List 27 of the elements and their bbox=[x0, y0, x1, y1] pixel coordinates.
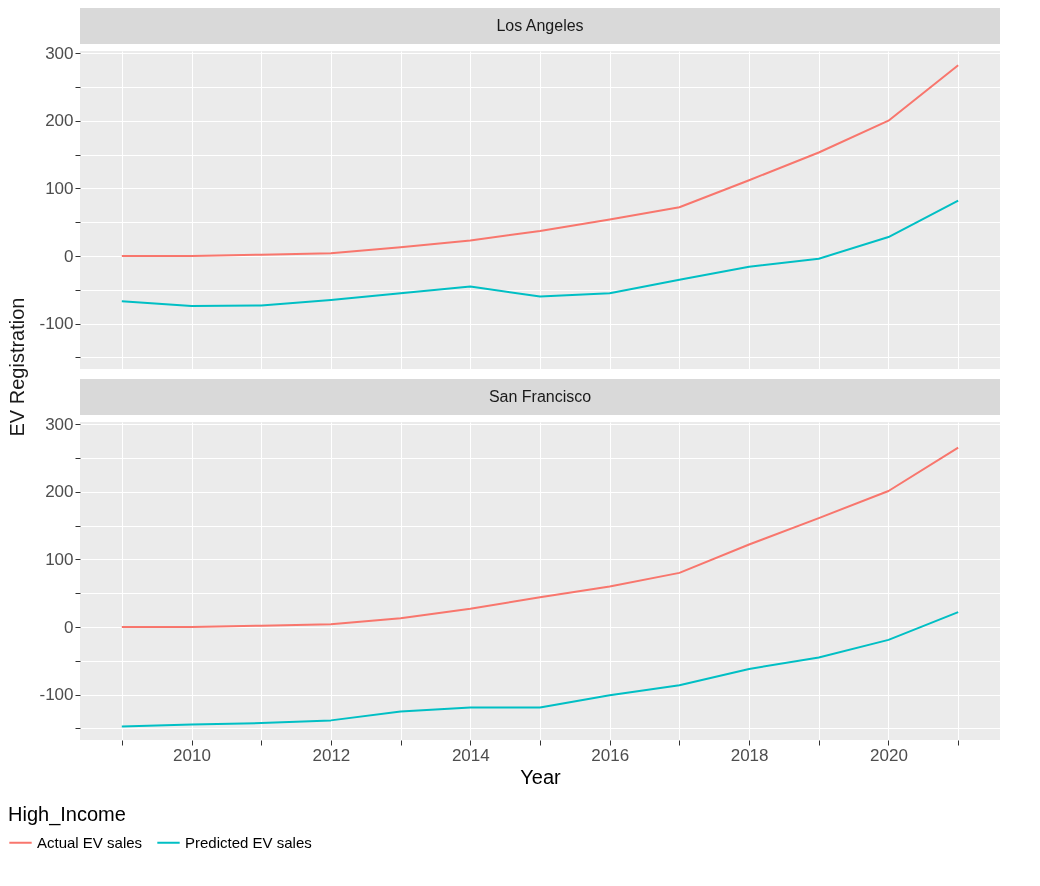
x-tick-label: 2020 bbox=[870, 745, 908, 765]
legend-title: High_Income bbox=[8, 803, 126, 826]
y-axis-title: EV Registration bbox=[6, 297, 28, 437]
line-series bbox=[120, 446, 960, 629]
y-tick-label: 200 bbox=[45, 482, 74, 502]
y-tick-label: -100 bbox=[39, 685, 74, 705]
x-axis-title: Year bbox=[520, 765, 562, 788]
x-tick-label: 2018 bbox=[730, 745, 769, 765]
y-tick-label: 300 bbox=[45, 414, 74, 434]
x-tick-label: 2016 bbox=[591, 745, 630, 765]
line-series bbox=[120, 611, 960, 728]
legend-label: Predicted EV sales bbox=[185, 833, 312, 851]
x-tick-label: 2010 bbox=[173, 745, 211, 765]
line-series bbox=[120, 199, 960, 308]
y-tick-label: 0 bbox=[64, 617, 74, 637]
legend-label: Actual EV sales bbox=[37, 833, 143, 851]
y-tick-label: 0 bbox=[64, 246, 74, 266]
y-tick-label: 100 bbox=[45, 178, 74, 198]
y-tick-label: 200 bbox=[45, 111, 74, 131]
line-series bbox=[120, 64, 960, 258]
chart-title: San Francisco bbox=[488, 388, 592, 405]
y-tick-label: 100 bbox=[45, 549, 74, 569]
x-tick-label: 2014 bbox=[451, 745, 490, 765]
y-tick-label: 300 bbox=[45, 43, 74, 63]
chart-title: Los Angeles bbox=[496, 17, 584, 34]
y-tick-label: -100 bbox=[39, 314, 74, 334]
x-tick-label: 2012 bbox=[312, 745, 351, 765]
